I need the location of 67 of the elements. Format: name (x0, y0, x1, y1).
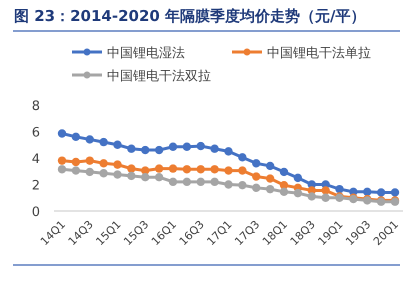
y-tick-label: 2 (32, 178, 40, 194)
point (280, 188, 288, 196)
y-tick-label: 8 (32, 99, 40, 114)
point (196, 142, 205, 150)
point (86, 156, 94, 165)
point (210, 178, 219, 186)
legend-label: 中国锂电湿法 (107, 46, 185, 61)
legend-label: 中国锂电干法单拉 (267, 46, 371, 61)
y-tick-label: 0 (32, 205, 40, 220)
point (182, 165, 192, 174)
point (127, 172, 136, 180)
point (280, 168, 288, 176)
point (210, 165, 219, 174)
point (168, 178, 178, 186)
point (154, 164, 164, 173)
point (99, 159, 108, 168)
point (99, 169, 108, 178)
point (376, 188, 386, 197)
point (196, 178, 205, 186)
point (224, 147, 233, 156)
point (363, 188, 372, 196)
point (266, 174, 274, 183)
point (238, 180, 247, 190)
point (266, 162, 274, 170)
point (72, 158, 80, 166)
point (127, 164, 136, 173)
point (321, 194, 330, 202)
point (113, 170, 122, 179)
point (154, 146, 164, 154)
point (390, 188, 400, 197)
y-tick-label: 4 (32, 152, 40, 167)
point (99, 138, 108, 146)
point (182, 178, 192, 186)
point (196, 165, 205, 174)
point (224, 166, 233, 175)
point (210, 144, 219, 153)
point (113, 140, 122, 149)
y-tick-label: 6 (32, 126, 40, 140)
point (141, 146, 150, 154)
point (266, 184, 274, 194)
point (72, 132, 80, 141)
point (113, 160, 122, 169)
point (321, 186, 330, 195)
point (154, 173, 164, 182)
point (86, 135, 94, 144)
title: 图 23：2014-2020 年隔膜季度均价走势（元/平） (14, 7, 366, 25)
point (168, 164, 178, 173)
point (335, 184, 344, 194)
point (168, 142, 178, 151)
point (294, 188, 302, 198)
point (182, 142, 192, 151)
point (141, 173, 150, 182)
point (308, 192, 316, 201)
point (58, 156, 66, 165)
point (72, 166, 80, 175)
point (252, 159, 260, 168)
legend-label: 中国锂电干法双拉 (107, 69, 211, 84)
point (294, 174, 302, 182)
point (252, 184, 260, 192)
point (86, 168, 94, 176)
point (127, 144, 136, 153)
point (58, 129, 66, 138)
point (238, 166, 247, 175)
point (252, 172, 260, 181)
point (58, 165, 66, 174)
point (224, 180, 233, 189)
point (238, 153, 247, 162)
